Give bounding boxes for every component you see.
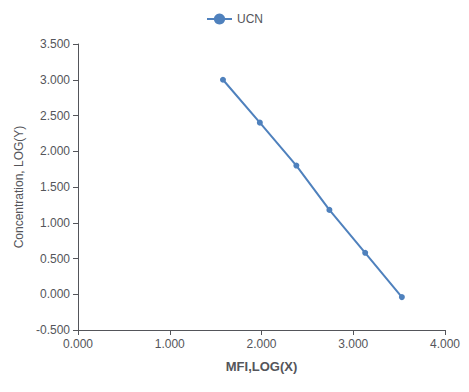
- svg-text:-0.500: -0.500: [36, 323, 70, 337]
- svg-text:0.000: 0.000: [40, 287, 70, 301]
- svg-text:1.000: 1.000: [155, 337, 185, 351]
- svg-text:MFI,LOG(X): MFI,LOG(X): [226, 359, 298, 374]
- svg-text:1.500: 1.500: [40, 180, 70, 194]
- svg-text:0.500: 0.500: [40, 252, 70, 266]
- svg-text:3.500: 3.500: [40, 37, 70, 51]
- svg-text:3.000: 3.000: [40, 73, 70, 87]
- svg-text:UCN: UCN: [237, 12, 263, 26]
- svg-text:0.000: 0.000: [63, 337, 93, 351]
- svg-text:2.000: 2.000: [40, 144, 70, 158]
- svg-text:1.000: 1.000: [40, 216, 70, 230]
- svg-text:2.500: 2.500: [40, 109, 70, 123]
- svg-text:3.000: 3.000: [338, 337, 368, 351]
- svg-text:2.000: 2.000: [246, 337, 276, 351]
- svg-text:4.000: 4.000: [430, 337, 460, 351]
- svg-text:Concentration, LOG(Y): Concentration, LOG(Y): [12, 126, 26, 249]
